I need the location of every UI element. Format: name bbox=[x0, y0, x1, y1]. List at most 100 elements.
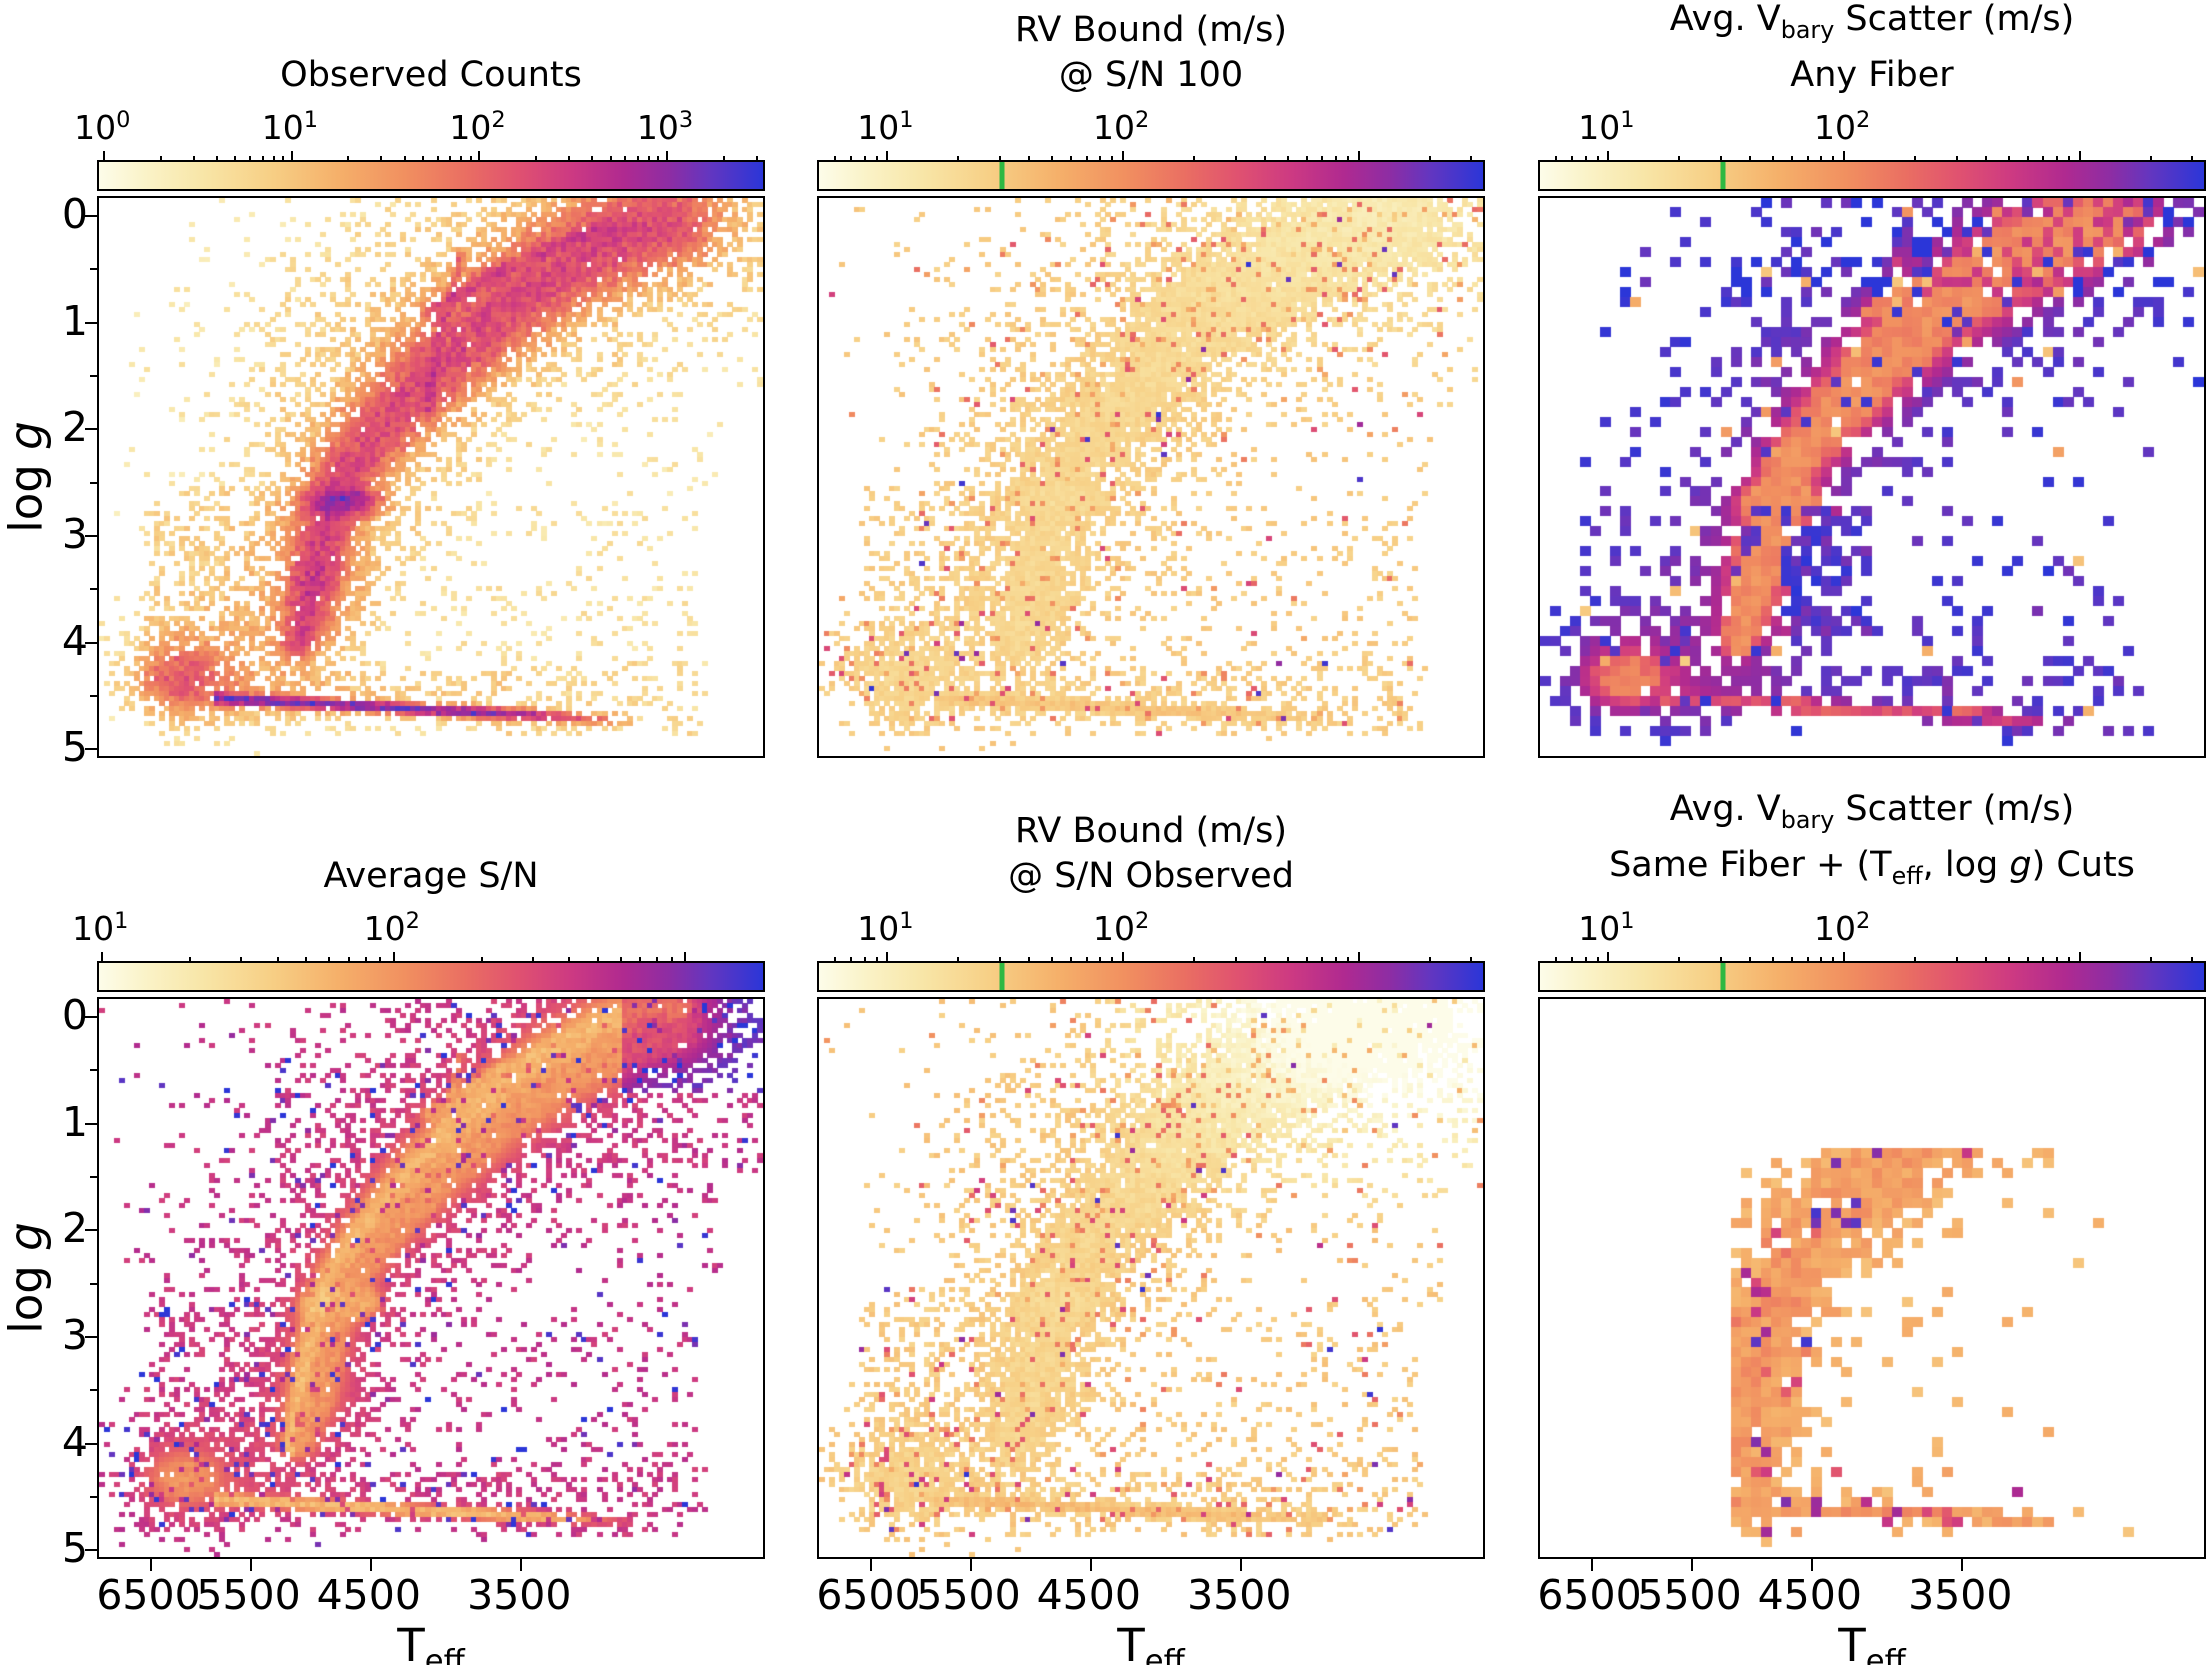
x-tick-labels: 6500 5500 4500 3500 bbox=[816, 1571, 1485, 1621]
panel-title-line: @ S/N 100 bbox=[1058, 55, 1244, 95]
x-tick-label: 6500 bbox=[1537, 1571, 1642, 1619]
colorbar-tick bbox=[637, 156, 639, 162]
colorbar-tick bbox=[834, 957, 837, 963]
colorbar-tick-label: 102 bbox=[1092, 107, 1150, 147]
y-major-tick bbox=[85, 535, 97, 538]
colorbar-tick bbox=[480, 957, 483, 963]
heatmap-plot bbox=[1538, 997, 2206, 1571]
colorbar-tick bbox=[1111, 156, 1114, 162]
colorbar bbox=[1538, 151, 2206, 191]
y-tick-label: 3 bbox=[61, 510, 88, 559]
colorbar-tick bbox=[1790, 957, 1793, 963]
colorbar-tick bbox=[1234, 957, 1237, 963]
colorbar-tick bbox=[1347, 957, 1350, 963]
colorbar-tick bbox=[469, 156, 472, 162]
colorbar-tick bbox=[755, 156, 758, 162]
colorbar-tick bbox=[1305, 156, 1308, 162]
colorbar-tick-label: 102 bbox=[363, 908, 420, 948]
y-tick-label: 0 bbox=[61, 991, 88, 1039]
colorbar-tick bbox=[1286, 156, 1289, 162]
colorbar-tick bbox=[1321, 156, 1324, 162]
y-major-tick bbox=[85, 321, 97, 324]
y-minor-tick bbox=[90, 375, 97, 378]
colorbar-tick bbox=[1555, 156, 1558, 162]
colorbar-tick bbox=[234, 156, 237, 162]
heatmap-canvas bbox=[819, 198, 1483, 756]
y-major-tick bbox=[85, 748, 97, 751]
colorbar-tick-label: 101 bbox=[72, 908, 129, 948]
colorbar-tick bbox=[364, 957, 367, 963]
x-tick-label: 4500 bbox=[1036, 1571, 1141, 1619]
colorbar-tick bbox=[1584, 957, 1587, 963]
colorbar-tick bbox=[1122, 151, 1125, 162]
y-tick-label: 5 bbox=[61, 723, 88, 772]
colorbar-gradient bbox=[99, 963, 763, 990]
x-tick-label: 3500 bbox=[1187, 1571, 1292, 1619]
colorbar-tick bbox=[460, 156, 463, 162]
colorbar-tick bbox=[478, 151, 481, 162]
panel-rv-bound-sn100: RV Bound (m/s) @ S/N 100 101 102 bbox=[817, 0, 1485, 864]
colorbar-tick bbox=[1790, 156, 1793, 162]
panel-title: RV Bound (m/s) @ S/N Observed bbox=[757, 807, 1545, 899]
y-axis-title: log g bbox=[0, 421, 53, 533]
colorbar-tick-label: 102 bbox=[1813, 908, 1871, 948]
colorbar-tick bbox=[957, 156, 960, 162]
y-major-tick bbox=[85, 1336, 97, 1339]
colorbar-tick bbox=[1607, 151, 1610, 162]
x-tick-label: 5500 bbox=[1637, 1571, 1742, 1619]
colorbar-tick bbox=[290, 151, 293, 162]
x-major-tick bbox=[1961, 1559, 1964, 1571]
panel-vbary-same-fiber-cuts: Avg. Vbary Scatter (m/s) Same Fiber + (Te… bbox=[1537, 789, 2206, 1665]
colorbar-gradient bbox=[819, 963, 1483, 990]
heatmap-canvas bbox=[1540, 198, 2204, 756]
colorbar-tick bbox=[1028, 156, 1031, 162]
x-tick-label: 5500 bbox=[916, 1571, 1021, 1619]
colorbar-tick bbox=[1719, 156, 1722, 162]
threshold-marker-30ms bbox=[999, 963, 1005, 990]
heatmap-canvas bbox=[99, 198, 763, 756]
colorbar-tick bbox=[2007, 156, 2010, 162]
colorbar-tick bbox=[2191, 156, 2194, 162]
x-major-tick bbox=[369, 1559, 372, 1571]
x-tick-label: 5500 bbox=[196, 1571, 301, 1619]
colorbar-tick bbox=[272, 156, 275, 162]
colorbar-tick bbox=[1428, 156, 1431, 162]
colorbar-tick bbox=[1555, 957, 1558, 963]
colorbar-tick bbox=[1069, 957, 1072, 963]
x-major-tick bbox=[869, 1559, 872, 1571]
colorbar-tick bbox=[282, 156, 285, 162]
x-tick-label: 6500 bbox=[816, 1571, 921, 1619]
colorbar-tick bbox=[1749, 156, 1752, 162]
colorbar-tick bbox=[647, 156, 650, 162]
colorbar-tick-label: 101 bbox=[1578, 908, 1635, 948]
y-tick-label: 1 bbox=[61, 1097, 88, 1146]
colorbar-tick bbox=[1264, 957, 1267, 963]
colorbar-tick bbox=[875, 156, 878, 162]
colorbar-tick bbox=[1914, 156, 1917, 162]
x-major-tick bbox=[1240, 1559, 1243, 1571]
colorbar-tick bbox=[403, 156, 406, 162]
colorbar-tick bbox=[159, 156, 162, 162]
colorbar-tick bbox=[328, 957, 331, 963]
colorbar-tick bbox=[305, 957, 308, 963]
colorbar-tick bbox=[1085, 156, 1088, 162]
y-minor-tick bbox=[90, 481, 97, 484]
heatmap-canvas bbox=[819, 999, 1483, 1557]
colorbar-tick bbox=[1772, 957, 1775, 963]
y-minor-tick bbox=[90, 1069, 97, 1072]
colorbar-tick bbox=[998, 957, 1001, 963]
colorbar-tick bbox=[591, 156, 594, 162]
colorbar-tick bbox=[449, 156, 452, 162]
colorbar-tick bbox=[1357, 952, 1360, 963]
colorbar-tick bbox=[2191, 957, 2194, 963]
colorbar-tick bbox=[1051, 957, 1054, 963]
colorbar-tick bbox=[2026, 156, 2029, 162]
colorbar-tick bbox=[261, 156, 264, 162]
colorbar-tick bbox=[276, 957, 279, 963]
colorbar-tick bbox=[1099, 156, 1102, 162]
panel-title: RV Bound (m/s) @ S/N 100 bbox=[757, 6, 1545, 98]
colorbar-tick bbox=[531, 957, 534, 963]
colorbar-tick bbox=[2055, 156, 2058, 162]
colorbar bbox=[817, 151, 1485, 191]
colorbar-tick bbox=[1843, 952, 1846, 963]
